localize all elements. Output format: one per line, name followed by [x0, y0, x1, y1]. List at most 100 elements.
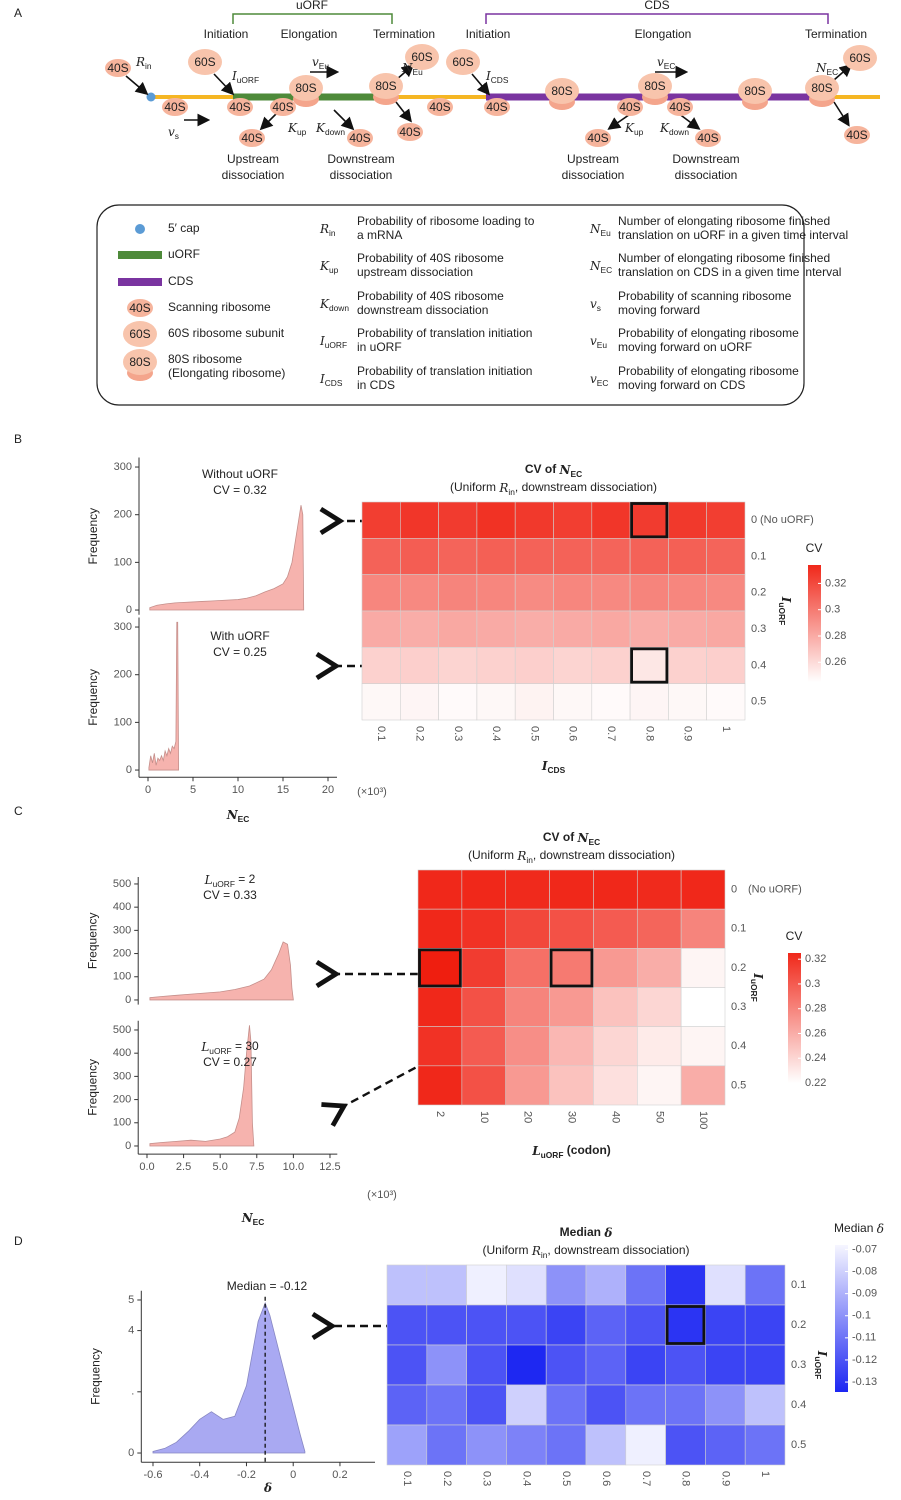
- stage-label: Initiation: [466, 27, 511, 41]
- legend-symbol: Kdown: [319, 297, 349, 314]
- subscript: s: [175, 131, 179, 141]
- x-axis-note: (×10³): [367, 1189, 397, 1201]
- legend-symbol: vs: [590, 297, 601, 314]
- y-note: (No uORF): [748, 883, 802, 895]
- text-part: CV of: [525, 462, 560, 476]
- y-tick-label: 0.3: [751, 623, 766, 635]
- legend-symbol: Rin: [319, 222, 336, 239]
- heat-cell: [399, 501, 439, 539]
- y-tick-label: 0.5: [751, 696, 766, 708]
- heat-cell: [680, 1026, 726, 1067]
- legend-label: Scanning ribosome: [168, 300, 271, 314]
- parameter: NEu: [401, 61, 423, 78]
- colorbar-tick-label: 0.26: [805, 1027, 826, 1039]
- highlight-box: [418, 948, 462, 988]
- colorbar-title: CV: [806, 541, 823, 555]
- colorbar-tick-label: 0.28: [825, 630, 846, 642]
- legend-desc: Probability of 40S ribosome: [357, 251, 504, 265]
- heat-cell: [506, 1344, 547, 1386]
- symbol: v: [590, 334, 597, 348]
- x-tick-label: 0.1: [401, 1471, 413, 1486]
- colorbar-tick-label: -0.07: [852, 1243, 877, 1255]
- heat-cell: [399, 647, 439, 684]
- heat-cell: [361, 574, 401, 612]
- x-tick-label: 0.9: [682, 726, 694, 741]
- heat-cell: [706, 538, 746, 575]
- legend-desc: a mRNA: [357, 228, 402, 242]
- y-tick-label: 500: [113, 878, 131, 890]
- legend-desc: downstream dissociation: [357, 303, 488, 317]
- x-tick-label: 7.5: [249, 1161, 264, 1173]
- subscript: EC: [664, 61, 676, 71]
- stage-label: Elongation: [635, 27, 692, 41]
- y-axis-label: Frequency: [86, 508, 100, 565]
- heat-cell: [514, 538, 554, 575]
- x-tick-label: 0.5: [528, 726, 540, 741]
- legend-label: 5′ cap: [168, 221, 200, 235]
- symbol: I: [485, 69, 491, 83]
- parameter: vEu: [312, 55, 329, 72]
- x-tick-label: 0.7: [640, 1471, 652, 1486]
- x-tick-label: 10: [232, 784, 244, 796]
- heat-cell: [399, 683, 439, 721]
- colorbar-tick-label: -0.09: [852, 1288, 877, 1300]
- heat-cell: [665, 1304, 706, 1346]
- density-area: [149, 1025, 255, 1147]
- panel-letter: D: [14, 1234, 23, 1248]
- y-tick-label: 300: [113, 1070, 131, 1082]
- colorbar-tick-label: 0.28: [805, 1003, 826, 1015]
- colorbar-tick-label: 0.32: [805, 953, 826, 965]
- ribosome-80s: [545, 78, 579, 104]
- heat-cell: [386, 1424, 428, 1466]
- ribosome-60s: [446, 49, 480, 75]
- legend-desc: Probability of translation initiation: [357, 364, 532, 378]
- subscript: EC: [571, 469, 583, 479]
- hist-title: Without uORF: [202, 467, 278, 481]
- heat-cell: [361, 683, 401, 721]
- x-tick-label: 0: [145, 784, 151, 796]
- symbol: N: [589, 259, 601, 273]
- ribosome-label: 40S: [349, 131, 370, 145]
- ribosome-label: 40S: [129, 301, 150, 315]
- heat-cell: [476, 683, 516, 721]
- parameter: vEC: [657, 55, 675, 72]
- symbol: N: [589, 222, 601, 236]
- cap-icon: [135, 224, 145, 234]
- y-tick-label: 0.4: [751, 659, 766, 671]
- heat-cell: [636, 987, 682, 1027]
- heat-cell: [386, 1384, 428, 1426]
- heat-cell: [514, 501, 554, 539]
- heat-cell: [706, 683, 746, 721]
- y-tick-label: 0: [125, 1140, 131, 1152]
- heat-cell: [585, 1384, 627, 1426]
- ribosome-label: 60S: [849, 51, 870, 65]
- ribosome-40s: [105, 59, 131, 77]
- heat-cell: [426, 1344, 467, 1386]
- ribosome-80s: [805, 75, 839, 101]
- y-tick-label: 100: [114, 556, 132, 568]
- heat-cell: [680, 869, 726, 910]
- ribosome-label: 40S: [241, 131, 262, 145]
- heat-cell: [545, 1384, 587, 1426]
- heat-cell: [545, 1424, 587, 1466]
- dissociation-label: Upstream: [567, 152, 619, 166]
- y-tick-label: 200: [113, 1093, 131, 1105]
- heat-cell: [744, 1264, 786, 1306]
- x-tick-label: 2.5: [176, 1161, 191, 1173]
- heat-cell: [549, 987, 594, 1027]
- stage-label: Elongation: [281, 27, 338, 41]
- y-tick-label: 0.1: [731, 923, 746, 935]
- legend-desc: Number of elongating ribosome finished: [618, 251, 830, 265]
- y-tick-label: 100: [113, 971, 131, 983]
- heat-cell: [466, 1264, 507, 1306]
- symbol: I: [816, 1350, 830, 1357]
- text-part: , downstream dissociation): [515, 480, 657, 494]
- heat-cell: [585, 1344, 627, 1386]
- heat-cell: [553, 683, 593, 721]
- x-tick-label: 0.6: [600, 1471, 612, 1486]
- density-area: [149, 941, 294, 1001]
- y-tick-label: 300: [114, 621, 132, 633]
- ribosome-label: 80S: [811, 81, 832, 95]
- heat-cell: [625, 1264, 666, 1306]
- symbol: L: [204, 873, 213, 887]
